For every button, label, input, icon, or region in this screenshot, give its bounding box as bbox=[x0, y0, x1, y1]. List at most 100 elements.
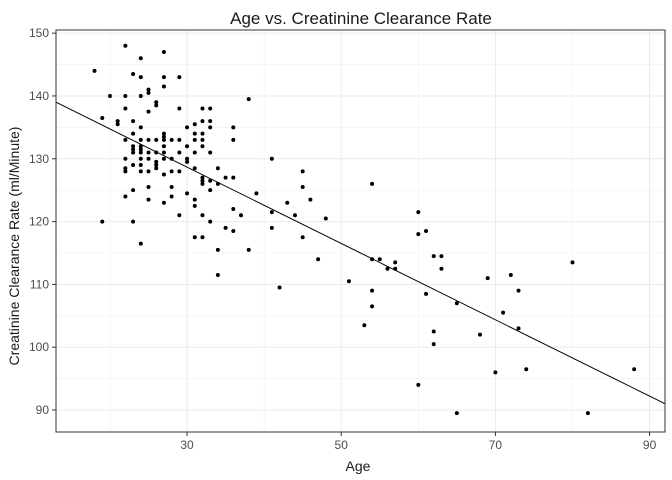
data-point bbox=[493, 370, 498, 375]
data-point bbox=[416, 210, 421, 215]
data-point bbox=[138, 156, 143, 161]
y-tick-label: 130 bbox=[29, 152, 49, 166]
data-point bbox=[123, 106, 128, 111]
data-point bbox=[154, 100, 159, 105]
data-point bbox=[115, 119, 120, 124]
data-point bbox=[200, 181, 205, 186]
data-point bbox=[138, 93, 143, 98]
data-point bbox=[231, 137, 236, 142]
data-point bbox=[138, 241, 143, 246]
data-point bbox=[269, 210, 274, 215]
data-point bbox=[208, 125, 213, 130]
data-point bbox=[362, 323, 367, 328]
data-point bbox=[100, 115, 105, 120]
data-point bbox=[200, 235, 205, 240]
y-tick-label: 140 bbox=[29, 89, 49, 103]
data-point bbox=[146, 87, 151, 92]
y-tick-label: 110 bbox=[30, 277, 49, 291]
grid bbox=[56, 30, 665, 432]
data-point bbox=[146, 90, 151, 95]
data-point bbox=[161, 84, 166, 89]
data-point bbox=[161, 200, 166, 205]
data-point bbox=[370, 288, 375, 293]
data-point bbox=[370, 257, 375, 262]
data-point bbox=[177, 213, 182, 218]
x-tick-label: 50 bbox=[335, 438, 349, 452]
data-point bbox=[177, 150, 182, 155]
data-point bbox=[516, 326, 521, 331]
data-point bbox=[123, 43, 128, 48]
data-point bbox=[192, 137, 197, 142]
data-point bbox=[131, 119, 136, 124]
data-point bbox=[177, 137, 182, 142]
data-point bbox=[200, 144, 205, 149]
data-point bbox=[208, 188, 213, 193]
data-point bbox=[416, 382, 421, 387]
data-point bbox=[169, 156, 174, 161]
axis-ticks: 30 50 70 90 90 100 110 120 130 140 150 bbox=[29, 26, 657, 452]
data-point bbox=[377, 257, 382, 262]
data-point bbox=[231, 229, 236, 233]
data-point bbox=[185, 125, 190, 130]
data-point bbox=[185, 144, 190, 149]
data-point bbox=[131, 150, 136, 155]
data-point bbox=[200, 137, 205, 142]
chart-title: Age vs. Creatinine Clearance Rate bbox=[230, 9, 492, 28]
data-point bbox=[254, 191, 259, 196]
data-point bbox=[485, 276, 490, 281]
data-point bbox=[169, 194, 174, 199]
data-point bbox=[100, 219, 105, 224]
data-point bbox=[300, 235, 305, 240]
data-point bbox=[439, 254, 444, 259]
data-point bbox=[632, 367, 637, 372]
data-point bbox=[161, 156, 166, 161]
data-point bbox=[316, 257, 321, 262]
data-point bbox=[431, 254, 436, 259]
data-point bbox=[138, 150, 143, 155]
data-point bbox=[192, 197, 197, 202]
data-point bbox=[231, 125, 236, 130]
data-point bbox=[508, 272, 513, 277]
data-point bbox=[431, 342, 436, 347]
data-point bbox=[161, 144, 166, 149]
data-point bbox=[123, 166, 128, 171]
data-point bbox=[215, 181, 220, 186]
data-point bbox=[300, 185, 305, 190]
x-tick-label: 30 bbox=[180, 438, 194, 452]
data-point bbox=[123, 194, 128, 199]
data-point bbox=[277, 285, 282, 290]
data-point bbox=[131, 147, 136, 152]
data-point bbox=[131, 163, 136, 168]
data-point bbox=[200, 178, 205, 183]
data-point bbox=[131, 188, 136, 193]
data-point bbox=[123, 93, 128, 98]
data-point bbox=[161, 137, 166, 142]
data-point bbox=[185, 159, 190, 164]
data-point bbox=[208, 119, 213, 124]
data-point bbox=[393, 266, 398, 271]
data-point bbox=[570, 260, 575, 265]
data-point bbox=[431, 329, 436, 334]
data-point bbox=[231, 175, 236, 180]
data-point bbox=[192, 203, 197, 208]
data-point bbox=[185, 156, 190, 161]
data-point bbox=[161, 172, 166, 177]
data-point bbox=[370, 181, 375, 186]
data-point bbox=[123, 137, 128, 142]
y-tick-label: 120 bbox=[29, 215, 49, 229]
data-point bbox=[146, 197, 151, 202]
data-point bbox=[269, 156, 274, 161]
data-points bbox=[92, 43, 637, 416]
y-tick-label: 100 bbox=[29, 340, 49, 354]
data-point bbox=[524, 367, 529, 372]
data-point bbox=[300, 169, 305, 174]
data-point bbox=[223, 225, 228, 230]
data-point bbox=[154, 137, 159, 142]
data-point bbox=[177, 106, 182, 111]
x-axis-title: Age bbox=[346, 458, 371, 474]
y-axis-title: Creatinine Clearance Rate (ml/Minute) bbox=[6, 127, 22, 366]
data-point bbox=[208, 106, 213, 111]
data-point bbox=[146, 137, 151, 142]
data-point bbox=[454, 301, 459, 306]
